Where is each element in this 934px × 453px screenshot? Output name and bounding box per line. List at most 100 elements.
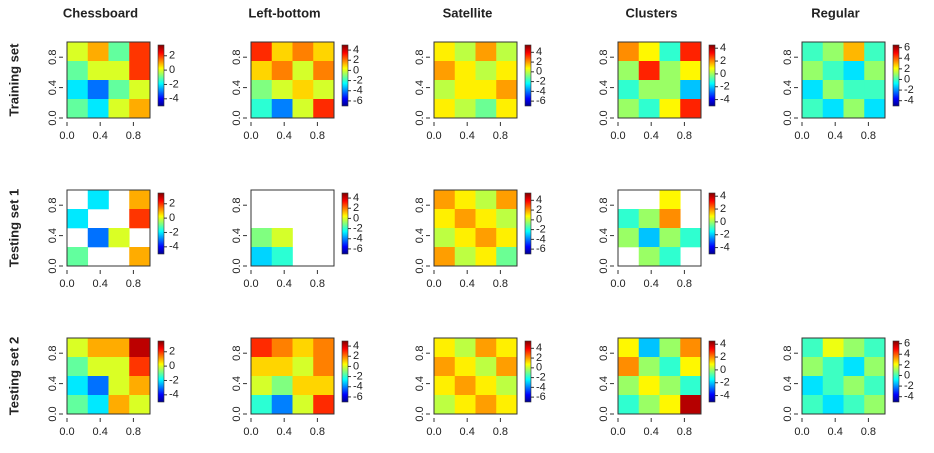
x-tick-label: 0.0 (426, 130, 441, 142)
heat-cell (454, 80, 476, 100)
y-tick-label: 0.8 (231, 50, 243, 65)
heat-cell (108, 99, 130, 119)
colorbar-tick-label: 6 (904, 338, 910, 350)
y-tick-label: 0.4 (782, 80, 794, 95)
x-tick-label: 0.8 (493, 278, 508, 290)
x-tick-label: 0.0 (794, 426, 809, 438)
heat-cell (864, 395, 886, 415)
axes-frame (617, 337, 702, 415)
x-tick-label: 0.8 (677, 130, 692, 142)
heat-cell (638, 80, 660, 100)
x-tick-label: 0.8 (677, 426, 692, 438)
heat-cell (475, 80, 497, 100)
heat-cell (822, 338, 844, 358)
heat-cell (87, 376, 109, 396)
heat-cell (618, 376, 640, 396)
colorbar-tick-label: -4 (720, 241, 730, 253)
heat-cell (434, 247, 456, 267)
colorbar-tick-label: -6 (353, 243, 363, 255)
heat-cell (454, 376, 476, 396)
axes-frame (433, 189, 518, 267)
heat-cell (271, 99, 293, 119)
x-tick-label: 0.4 (460, 426, 475, 438)
heat-cell (129, 357, 151, 377)
heat-cell (496, 209, 518, 229)
heat-cell (251, 99, 273, 119)
heat-cell (271, 61, 293, 81)
colorbar-tick-label: -4 (353, 85, 363, 97)
heat-cell (434, 228, 456, 248)
heat-cell (659, 80, 681, 100)
colorbar-tick-label: 6 (904, 42, 910, 54)
y-tick-label: 0.0 (47, 258, 59, 273)
heat-cell (251, 61, 273, 81)
y-tick-label: 0.0 (414, 110, 426, 125)
heat-cell (129, 395, 151, 415)
heat-cell (292, 80, 314, 100)
heat-cell (802, 395, 824, 415)
colorbar-tick-label: 2 (169, 50, 175, 62)
x-tick-label: 0.4 (644, 278, 659, 290)
row-label: Testing set 1 (6, 189, 21, 268)
heat-cell (87, 357, 109, 377)
x-tick-label: 0.8 (126, 278, 141, 290)
heat-cell (434, 61, 456, 81)
heat-cell (822, 395, 844, 415)
y-tick-label: 0.0 (231, 110, 243, 125)
heat-cell (659, 376, 681, 396)
heat-cell (292, 376, 314, 396)
row-label: Testing set 2 (6, 337, 21, 416)
colorbar-tick-label: 0 (353, 360, 359, 372)
heat-cell (822, 42, 844, 62)
heat-cell (271, 357, 293, 377)
heat-cell (129, 61, 151, 81)
heat-cell (496, 80, 518, 100)
axes-frame (66, 41, 151, 119)
colorbar-tick-label: 0 (720, 216, 726, 228)
colorbar-tick-label: 2 (169, 198, 175, 210)
y-tick-label: 0.0 (414, 406, 426, 421)
colorbar-tick-label: 4 (904, 348, 910, 360)
x-tick-label: 0.8 (493, 426, 508, 438)
colorbar-tick-label: -2 (353, 222, 363, 234)
heat-cell (475, 228, 497, 248)
heat-cell (659, 190, 681, 210)
colorbar-tick-label: 4 (720, 42, 726, 54)
x-tick-label: 0.4 (277, 278, 292, 290)
heat-cell (87, 42, 109, 62)
colorbar-tick-label: 0 (720, 68, 726, 80)
colorbar (524, 192, 532, 255)
x-tick-label: 0.4 (460, 130, 475, 142)
heat-cell (475, 99, 497, 119)
heat-cell (434, 80, 456, 100)
x-tick-label: 0.8 (861, 130, 876, 142)
heat-cell (680, 99, 702, 119)
heat-cell (864, 99, 886, 119)
heat-cell (454, 338, 476, 358)
colorbar-tick-label: 0 (169, 360, 175, 372)
heat-cell (475, 357, 497, 377)
x-tick-label: 0.4 (277, 426, 292, 438)
heat-cell (87, 80, 109, 100)
heat-cell (129, 376, 151, 396)
y-tick-label: 0.0 (598, 110, 610, 125)
heat-cell (292, 61, 314, 81)
heat-cell (67, 357, 89, 377)
heat-cell (129, 190, 151, 210)
heat-cell (864, 376, 886, 396)
heat-cell (618, 61, 640, 81)
x-tick-label: 0.4 (644, 426, 659, 438)
heat-cell (659, 338, 681, 358)
heat-cell (251, 247, 273, 267)
row-label: Training set (6, 43, 21, 117)
heat-cell (638, 61, 660, 81)
heat-cell (454, 228, 476, 248)
heat-cell (638, 209, 660, 229)
y-tick-label: 0.0 (231, 406, 243, 421)
x-tick-label: 0.0 (426, 278, 441, 290)
colorbar-tick-label: 2 (720, 351, 726, 363)
x-tick-label: 0.0 (243, 426, 258, 438)
axes-frame (433, 41, 518, 119)
heat-cell (864, 42, 886, 62)
heat-cell (822, 357, 844, 377)
